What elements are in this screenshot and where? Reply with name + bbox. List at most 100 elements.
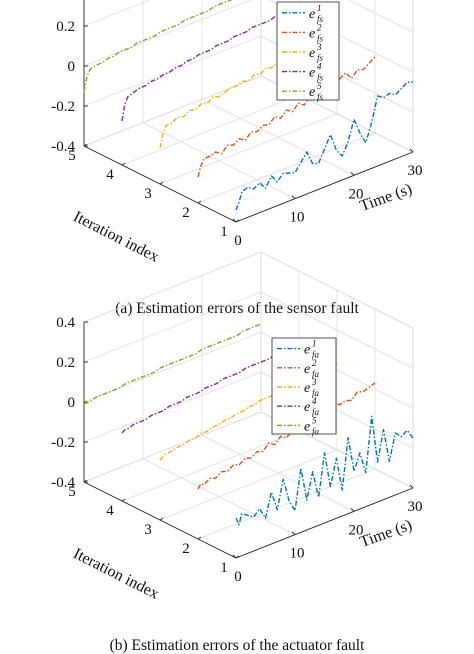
y-tick: [197, 536, 202, 540]
grid-line: [83, 0, 151, 27]
legend-label-sup: 1: [317, 3, 322, 13]
y-tick-label: 3: [144, 186, 152, 202]
series-lines: [83, 0, 414, 211]
x-tick: [350, 172, 355, 176]
y-tick-label: 1: [220, 224, 228, 240]
grid-line: [83, 291, 262, 363]
legend-label-sub: fs: [317, 73, 324, 83]
y-axis-label: Iteration index: [70, 208, 161, 266]
z-tick-label: 0.4: [56, 315, 75, 331]
grid-lines: [83, 251, 414, 559]
caption: (b) Estimation errors of the actuator fa…: [110, 637, 365, 654]
x-tick-label: 20: [349, 186, 364, 202]
legend-label-sup: 2: [312, 358, 317, 368]
legend-label-sup: 5: [317, 81, 322, 91]
series-line-5: [83, 0, 233, 93]
grid-line: [260, 291, 414, 369]
legend-label-sub: fa: [312, 369, 320, 379]
series-line-2: [197, 56, 376, 178]
series-line-4: [121, 4, 300, 122]
y-tick-label: 2: [182, 205, 190, 221]
legend-label-4: e: [304, 400, 310, 415]
x-tick-label: 10: [290, 546, 305, 562]
legend-label-5: e: [309, 85, 315, 100]
legend-label-5: e: [304, 419, 310, 434]
z-tick-label: 0.2: [56, 355, 75, 371]
y-tick: [197, 200, 202, 204]
legend-label-2: e: [309, 26, 315, 41]
grid-line: [83, 331, 262, 403]
grid-line: [83, 371, 262, 443]
x-axis-label: Time (s): [358, 517, 415, 551]
series-line-1: [235, 415, 414, 526]
box-edge: [260, 251, 414, 329]
legend-label-sub: fs: [317, 14, 324, 24]
legend-label-sub: fs: [317, 92, 324, 102]
y-tick-label: 4: [106, 503, 114, 519]
y-tick: [121, 498, 126, 502]
x-tick-label: 20: [349, 522, 364, 538]
series-line-2: [197, 382, 376, 490]
y-tick: [159, 181, 164, 185]
y-tick-label: 1: [220, 560, 228, 576]
x-axis-line: [235, 151, 414, 223]
x-tick-label: 0: [234, 233, 242, 249]
grid-line: [159, 113, 338, 185]
grid-line: [348, 0, 414, 33]
legend-label-sup: 3: [316, 42, 322, 52]
z-tick-label: -0.4: [51, 475, 75, 491]
x-tick: [409, 148, 414, 153]
grid-line: [159, 449, 338, 521]
legend-label-sub: fa: [312, 388, 320, 398]
grid-line: [121, 94, 300, 166]
legend-label-sub: fs: [317, 33, 324, 43]
legend-label-3: e: [309, 46, 315, 61]
y-tick-label: 5: [68, 484, 76, 500]
legend-label-sup: 4: [317, 62, 322, 72]
x-tick: [409, 484, 414, 489]
y-tick: [121, 162, 126, 166]
legend-label-sub: fa: [312, 426, 320, 436]
series-line-4: [121, 344, 300, 434]
floor-edge: [83, 411, 262, 483]
grid-line: [121, 430, 300, 502]
y-tick: [235, 219, 240, 223]
series-line-1: [235, 81, 414, 211]
legend-label-sup: 3: [311, 377, 317, 387]
legend-label-sup: 1: [312, 339, 317, 349]
legend-label-1: e: [309, 7, 315, 22]
x-tick-label: 0: [234, 569, 242, 585]
x-axis-label: Time (s): [358, 181, 415, 215]
z-tick-label: -0.4: [51, 139, 75, 155]
x-tick: [350, 508, 355, 512]
legend-label-sup: 5: [312, 415, 317, 425]
y-tick-label: 4: [106, 167, 114, 183]
z-tick-label: 0: [68, 395, 76, 411]
grid-line: [197, 132, 376, 204]
grid-line: [83, 0, 252, 67]
y-tick-label: 2: [182, 541, 190, 557]
legend-label-1: e: [304, 343, 310, 358]
y-tick-label: 3: [144, 522, 152, 538]
grid-line: [197, 468, 376, 540]
y-tick: [235, 555, 240, 559]
floor-edge: [83, 75, 262, 147]
x-tick: [291, 531, 296, 535]
x-tick-label: 10: [290, 210, 305, 226]
axes-box: [83, 251, 414, 559]
legend-label-sup: 2: [317, 22, 322, 32]
grid-lines: [83, 0, 414, 223]
legend-label-sub: fa: [312, 407, 320, 417]
legend-label-sub: fs: [317, 53, 324, 63]
z-tick-label: 0.2: [56, 19, 75, 35]
grid-line: [83, 35, 262, 107]
box-edge: [83, 251, 262, 323]
x-axis-line: [235, 487, 414, 559]
axes-box: [83, 0, 414, 223]
legend-box: [276, 1, 340, 101]
